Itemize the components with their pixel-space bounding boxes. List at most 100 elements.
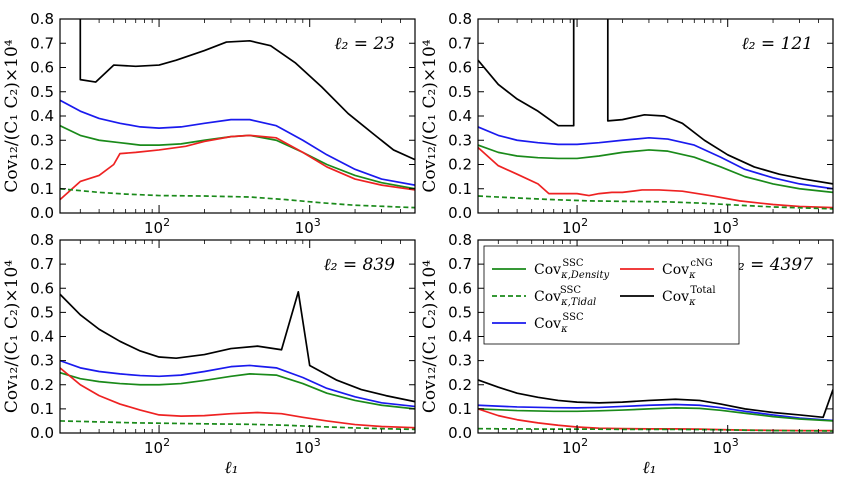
series-line-tidal xyxy=(478,195,833,210)
legend-label-ssc: CovκSSC xyxy=(534,312,584,335)
legend-base: Cov xyxy=(662,262,689,278)
y-axis-label: Cov₁₂/(C₁ C₂)×10⁴ xyxy=(420,39,440,192)
y-tick-label: 0.1 xyxy=(30,400,54,418)
series-line-total xyxy=(79,19,415,161)
legend: Covκ,DensitySSCCovκ,TidalSSCCovκSSCCovκc… xyxy=(483,245,740,345)
series-line-cng xyxy=(60,134,415,201)
y-tick-label: 0.7 xyxy=(30,34,54,52)
x-tick-exp: 2 xyxy=(581,216,588,229)
y-tick-label: 0.2 xyxy=(30,156,54,174)
x-tick-label: 103 xyxy=(295,436,321,457)
legend-label-cng: CovκcNG xyxy=(662,258,713,281)
panel-label: ℓ₂ = 4397 xyxy=(731,255,813,275)
legend-base: Cov xyxy=(662,289,689,305)
legend-sup: Total xyxy=(690,285,715,296)
y-tick-label: 0.1 xyxy=(448,400,472,418)
x-tick-exp: 2 xyxy=(163,436,170,449)
x-tick-exp: 2 xyxy=(163,216,170,229)
series-line-density xyxy=(60,371,415,410)
y-tick-label: 0.5 xyxy=(448,303,472,321)
legend-sub: κ xyxy=(560,324,568,335)
x-tick-base: 10 xyxy=(144,219,163,237)
legend-label-tidal: Covκ,TidalSSC xyxy=(534,285,596,308)
series-group xyxy=(478,19,833,210)
series-line-total xyxy=(478,379,833,419)
legend-box xyxy=(483,245,740,345)
x-tick-base: 10 xyxy=(562,439,581,457)
legend-sup: SSC xyxy=(562,258,584,269)
series-line-total xyxy=(478,19,833,185)
x-tick-label: 102 xyxy=(562,216,588,237)
y-axis-label: Cov₁₂/(C₁ C₂)×10⁴ xyxy=(2,39,22,192)
x-tick-exp: 3 xyxy=(314,436,321,449)
y-tick-label: 0.8 xyxy=(448,231,472,249)
x-tick-label: 103 xyxy=(713,216,739,237)
y-tick-label: 0.7 xyxy=(30,255,54,273)
legend-sub: κ xyxy=(688,297,696,308)
series-group xyxy=(478,379,833,432)
legend-label-total: CovκTotal xyxy=(662,285,716,308)
legend-sub: κ,Density xyxy=(560,270,609,281)
legend-sup: SSC xyxy=(562,312,584,323)
x-tick-label: 103 xyxy=(713,436,739,457)
y-tick-label: 0.6 xyxy=(448,279,472,297)
y-tick-label: 0.8 xyxy=(30,231,54,249)
y-tick-label: 0.4 xyxy=(30,107,54,125)
legend-sup: SSC xyxy=(560,285,582,296)
y-tick-label: 0.5 xyxy=(448,83,472,101)
x-tick-exp: 3 xyxy=(314,216,321,229)
legend-base: Cov xyxy=(534,316,561,332)
x-tick-exp: 3 xyxy=(732,216,739,229)
legend-sup: cNG xyxy=(690,258,712,269)
series-line-density xyxy=(478,144,833,194)
y-tick-label: 0.0 xyxy=(30,204,54,222)
x-tick-base: 10 xyxy=(713,219,732,237)
series-line-ssc xyxy=(478,403,833,422)
legend-base: Cov xyxy=(534,262,561,278)
y-tick-label: 0.4 xyxy=(448,107,472,125)
panel-label: ℓ₂ = 839 xyxy=(324,255,396,275)
y-tick-label: 0.3 xyxy=(30,352,54,370)
y-tick-label: 0.4 xyxy=(448,328,472,346)
y-tick-label: 0.6 xyxy=(448,59,472,77)
y-tick-label: 0.1 xyxy=(448,180,472,198)
x-tick-label: 103 xyxy=(295,216,321,237)
panel-label: ℓ₂ = 121 xyxy=(742,34,813,54)
legend-label-density: Covκ,DensitySSC xyxy=(534,258,610,281)
y-tick-label: 0.3 xyxy=(30,131,54,149)
y-tick-label: 0.1 xyxy=(30,180,54,198)
x-tick-label: 102 xyxy=(562,436,588,457)
y-tick-label: 0.5 xyxy=(30,83,54,101)
x-tick-exp: 3 xyxy=(732,436,739,449)
y-tick-label: 0.2 xyxy=(448,156,472,174)
y-tick-label: 0.7 xyxy=(448,34,472,52)
y-axis-label: Cov₁₂/(C₁ C₂)×10⁴ xyxy=(2,260,22,413)
series-line-tidal xyxy=(60,187,415,209)
y-tick-label: 0.0 xyxy=(30,424,54,442)
x-tick-base: 10 xyxy=(562,219,581,237)
series-line-total xyxy=(60,291,415,403)
series-line-tidal xyxy=(60,420,415,431)
x-axis-label: ℓ₁ xyxy=(225,458,239,478)
y-tick-label: 0.0 xyxy=(448,204,472,222)
y-tick-label: 0.6 xyxy=(30,59,54,77)
series-line-cng xyxy=(478,146,833,209)
x-tick-exp: 2 xyxy=(581,436,588,449)
series-line-tidal xyxy=(478,427,833,432)
series-line-cng xyxy=(60,367,415,429)
legend-sub: κ,Tidal xyxy=(560,297,596,308)
y-axis-label: Cov₁₂/(C₁ C₂)×10⁴ xyxy=(420,260,440,413)
series-group xyxy=(60,291,415,431)
x-tick-base: 10 xyxy=(713,439,732,457)
series-line-ssc xyxy=(60,99,415,186)
y-tick-label: 0.7 xyxy=(448,255,472,273)
legend-base: Cov xyxy=(534,289,561,305)
series-line-cng xyxy=(478,408,833,432)
panel-label: ℓ₂ = 23 xyxy=(334,34,395,54)
x-tick-base: 10 xyxy=(144,439,163,457)
y-tick-label: 0.3 xyxy=(448,131,472,149)
